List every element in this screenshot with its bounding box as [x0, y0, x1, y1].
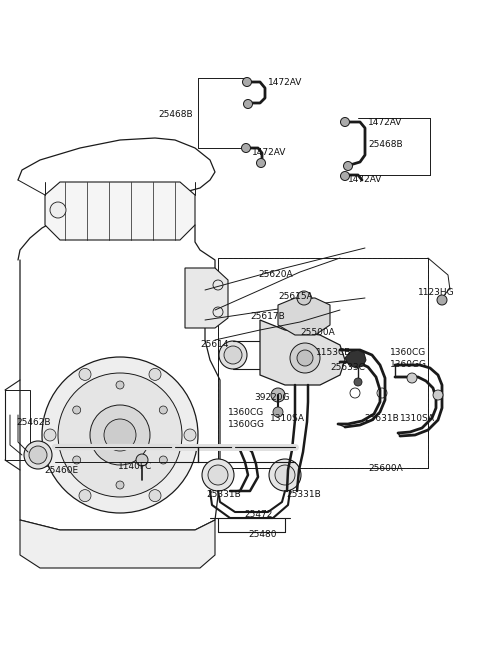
Text: 1123HG: 1123HG [418, 288, 455, 297]
Circle shape [297, 291, 311, 305]
Text: 25620A: 25620A [258, 270, 293, 279]
Circle shape [116, 481, 124, 489]
Circle shape [149, 490, 161, 502]
Bar [218, 258, 428, 468]
Text: 1153CB: 1153CB [316, 348, 351, 357]
Circle shape [184, 429, 196, 441]
Polygon shape [278, 298, 330, 335]
Circle shape [24, 441, 52, 469]
Text: 1360GG: 1360GG [390, 360, 427, 369]
Text: 39220G: 39220G [254, 393, 289, 402]
Circle shape [29, 446, 47, 464]
Circle shape [116, 381, 124, 389]
Circle shape [58, 373, 182, 497]
Text: 1310SA: 1310SA [270, 414, 305, 423]
Circle shape [224, 346, 242, 364]
Text: 1472AV: 1472AV [368, 118, 402, 127]
Circle shape [437, 295, 447, 305]
Polygon shape [45, 182, 195, 240]
Text: 1360CG: 1360CG [390, 348, 426, 357]
Text: 25500A: 25500A [300, 328, 335, 337]
Text: 25472: 25472 [244, 510, 272, 519]
Circle shape [219, 341, 247, 369]
Text: 1360GG: 1360GG [228, 420, 265, 429]
Circle shape [72, 456, 81, 464]
Circle shape [136, 454, 148, 466]
Circle shape [290, 343, 320, 373]
Circle shape [42, 357, 198, 513]
Polygon shape [20, 520, 215, 568]
Text: 1472AV: 1472AV [268, 78, 302, 87]
Circle shape [433, 390, 443, 400]
Text: 25614: 25614 [200, 340, 228, 349]
Circle shape [340, 172, 349, 181]
Text: 1472AV: 1472AV [348, 175, 383, 184]
Circle shape [275, 465, 295, 485]
Text: 1360CG: 1360CG [228, 408, 264, 417]
Circle shape [79, 490, 91, 502]
Text: 25617B: 25617B [250, 312, 285, 321]
Text: 25331B: 25331B [286, 490, 321, 499]
Circle shape [242, 77, 252, 86]
Polygon shape [345, 350, 366, 368]
Circle shape [90, 405, 150, 465]
Text: 1140FC: 1140FC [118, 462, 152, 471]
Circle shape [241, 143, 251, 153]
Circle shape [79, 368, 91, 381]
Circle shape [297, 350, 313, 366]
Circle shape [269, 459, 301, 491]
Circle shape [271, 388, 285, 402]
Circle shape [354, 378, 362, 386]
Circle shape [243, 100, 252, 109]
Circle shape [208, 465, 228, 485]
Circle shape [149, 368, 161, 381]
Circle shape [344, 162, 352, 170]
Text: 25631B: 25631B [364, 414, 399, 423]
Text: 25615A: 25615A [278, 292, 313, 301]
Text: 25468B: 25468B [368, 140, 403, 149]
Circle shape [407, 373, 417, 383]
Circle shape [273, 407, 283, 417]
Circle shape [202, 459, 234, 491]
Text: 25462B: 25462B [16, 418, 50, 427]
Circle shape [340, 117, 349, 126]
Circle shape [159, 456, 168, 464]
Text: 1310SA: 1310SA [400, 414, 435, 423]
Polygon shape [185, 268, 228, 328]
Circle shape [159, 406, 168, 414]
Circle shape [44, 429, 56, 441]
Text: 25633C: 25633C [330, 363, 365, 372]
Bar [218, 258, 428, 468]
Text: 25468B: 25468B [158, 110, 192, 119]
Text: 25460E: 25460E [44, 466, 78, 475]
Text: 25480: 25480 [248, 530, 276, 539]
Circle shape [50, 202, 66, 218]
Circle shape [104, 419, 136, 451]
Text: 25600A: 25600A [368, 464, 403, 473]
Polygon shape [260, 320, 345, 385]
Circle shape [256, 159, 265, 168]
Text: 1472AV: 1472AV [252, 148, 287, 157]
Text: 25331B: 25331B [206, 490, 241, 499]
Circle shape [72, 406, 81, 414]
